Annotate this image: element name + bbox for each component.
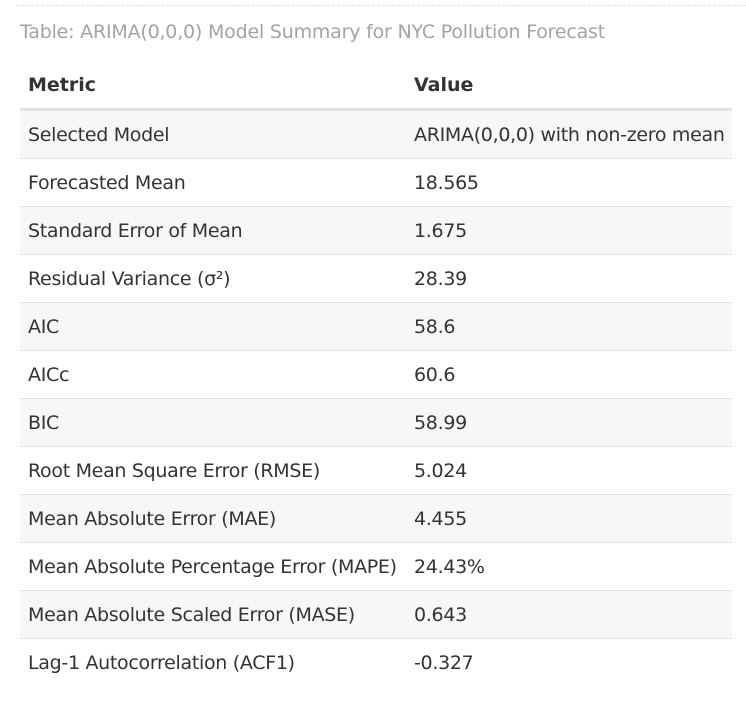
table-row: Residual Variance (σ²) 28.39 [20, 254, 732, 303]
table-caption: Table: ARIMA(0,0,0) Model Summary for NY… [20, 21, 606, 43]
metric-cell: Selected Model [20, 109, 406, 159]
metric-cell: Forecasted Mean [20, 158, 406, 207]
metric-cell: AIC [20, 302, 406, 351]
table-row: Root Mean Square Error (RMSE) 5.024 [20, 446, 732, 495]
table-row: Mean Absolute Error (MAE) 4.455 [20, 494, 732, 543]
value-cell: 1.675 [406, 206, 732, 255]
table-row: Mean Absolute Scaled Error (MASE) 0.643 [20, 590, 732, 639]
metric-cell: Root Mean Square Error (RMSE) [20, 446, 406, 495]
table-row: Lag-1 Autocorrelation (ACF1) -0.327 [20, 639, 732, 687]
top-divider [16, 5, 746, 6]
table-row: Selected Model ARIMA(0,0,0) with non-zer… [20, 109, 732, 159]
table-row: Standard Error of Mean 1.675 [20, 206, 732, 255]
column-header-value: Value [406, 62, 732, 111]
table-row: BIC 58.99 [20, 398, 732, 447]
metric-cell: Mean Absolute Scaled Error (MASE) [20, 590, 406, 639]
metric-cell: Mean Absolute Percentage Error (MAPE) [20, 542, 406, 591]
metric-cell: BIC [20, 398, 406, 447]
value-cell: ARIMA(0,0,0) with non-zero mean [406, 109, 732, 159]
table-row: AIC 58.6 [20, 302, 732, 351]
value-cell: 4.455 [406, 494, 732, 543]
metric-cell: AICc [20, 350, 406, 399]
table-row: Mean Absolute Percentage Error (MAPE) 24… [20, 542, 732, 591]
value-cell: 5.024 [406, 446, 732, 495]
value-cell: 28.39 [406, 254, 732, 303]
metric-cell: Residual Variance (σ²) [20, 254, 406, 303]
value-cell: 18.565 [406, 158, 732, 207]
value-cell: 58.6 [406, 302, 732, 351]
value-cell: 58.99 [406, 398, 732, 447]
column-header-metric: Metric [20, 62, 406, 111]
metric-cell: Lag-1 Autocorrelation (ACF1) [28, 651, 295, 674]
model-summary-table: Metric Value Selected Model ARIMA(0,0,0)… [20, 62, 732, 686]
metric-cell: Mean Absolute Error (MAE) [20, 494, 406, 543]
table-row: AICc 60.6 [20, 350, 732, 399]
metric-cell: Standard Error of Mean [20, 206, 406, 255]
value-cell: -0.327 [414, 651, 474, 674]
table-row: Forecasted Mean 18.565 [20, 158, 732, 207]
table-header-row: Metric Value [20, 62, 732, 111]
value-cell: 0.643 [406, 590, 732, 639]
value-cell: 24.43% [406, 542, 732, 591]
value-cell: 60.6 [406, 350, 732, 399]
